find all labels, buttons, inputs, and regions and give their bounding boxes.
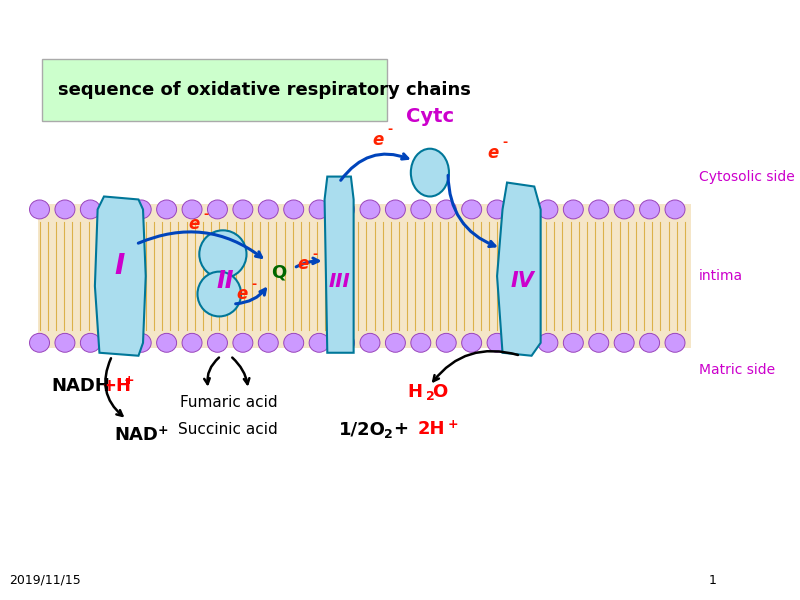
Polygon shape	[497, 182, 541, 356]
Text: e: e	[488, 143, 499, 161]
Ellipse shape	[589, 334, 609, 352]
Ellipse shape	[563, 200, 583, 219]
Ellipse shape	[436, 334, 456, 352]
Ellipse shape	[309, 200, 329, 219]
Ellipse shape	[284, 334, 304, 352]
Ellipse shape	[30, 334, 50, 352]
Ellipse shape	[207, 200, 227, 219]
Text: -: -	[387, 123, 393, 136]
Ellipse shape	[182, 334, 202, 352]
Text: Cytc: Cytc	[406, 107, 454, 127]
Text: III: III	[328, 272, 350, 290]
Ellipse shape	[563, 334, 583, 352]
Ellipse shape	[199, 230, 246, 278]
Text: I: I	[114, 252, 125, 280]
Ellipse shape	[207, 334, 227, 352]
Text: -: -	[251, 278, 256, 290]
Text: e: e	[297, 255, 309, 273]
Ellipse shape	[436, 200, 456, 219]
Text: Cytosolic side: Cytosolic side	[698, 170, 794, 184]
Text: +H: +H	[102, 377, 131, 395]
Ellipse shape	[334, 334, 354, 352]
Ellipse shape	[411, 334, 430, 352]
Text: Matric side: Matric side	[698, 362, 774, 377]
Ellipse shape	[233, 200, 253, 219]
Ellipse shape	[131, 334, 151, 352]
Text: H: H	[407, 383, 422, 401]
Ellipse shape	[30, 200, 50, 219]
Ellipse shape	[513, 200, 533, 219]
Ellipse shape	[258, 334, 278, 352]
Text: e: e	[188, 215, 199, 233]
Ellipse shape	[665, 334, 685, 352]
Ellipse shape	[157, 334, 177, 352]
Ellipse shape	[538, 334, 558, 352]
Ellipse shape	[386, 334, 406, 352]
Ellipse shape	[182, 200, 202, 219]
Ellipse shape	[131, 200, 151, 219]
Text: -: -	[502, 136, 508, 149]
Ellipse shape	[55, 334, 75, 352]
Text: e: e	[373, 131, 384, 149]
Text: +: +	[448, 418, 458, 431]
Text: sequence of oxidative respiratory chains: sequence of oxidative respiratory chains	[58, 81, 470, 99]
Ellipse shape	[462, 334, 482, 352]
Text: +: +	[158, 424, 168, 437]
Polygon shape	[325, 176, 354, 353]
Text: 1/2O: 1/2O	[339, 421, 386, 439]
Ellipse shape	[284, 200, 304, 219]
Text: 2: 2	[426, 390, 434, 403]
Ellipse shape	[309, 334, 329, 352]
Ellipse shape	[411, 149, 449, 196]
Text: O: O	[432, 383, 447, 401]
Text: -: -	[312, 248, 317, 261]
Bar	[38, 205, 691, 348]
Ellipse shape	[614, 334, 634, 352]
Text: II: II	[217, 269, 234, 293]
Ellipse shape	[640, 334, 659, 352]
Ellipse shape	[360, 200, 380, 219]
Ellipse shape	[487, 334, 507, 352]
Ellipse shape	[198, 272, 241, 316]
Ellipse shape	[80, 334, 100, 352]
Text: IV: IV	[510, 271, 534, 291]
Ellipse shape	[80, 200, 100, 219]
Text: e: e	[236, 285, 247, 303]
FancyBboxPatch shape	[42, 59, 387, 121]
Text: NAD: NAD	[115, 427, 158, 445]
Ellipse shape	[589, 200, 609, 219]
Ellipse shape	[665, 200, 685, 219]
Ellipse shape	[334, 200, 354, 219]
Text: intima: intima	[698, 269, 742, 283]
Ellipse shape	[513, 334, 533, 352]
Text: 2H: 2H	[417, 421, 445, 439]
Ellipse shape	[360, 334, 380, 352]
Ellipse shape	[538, 200, 558, 219]
Text: -: -	[203, 208, 208, 221]
Polygon shape	[95, 196, 146, 356]
Text: Succinic acid: Succinic acid	[178, 422, 278, 437]
Ellipse shape	[55, 200, 75, 219]
Ellipse shape	[462, 200, 482, 219]
Ellipse shape	[640, 200, 659, 219]
Ellipse shape	[614, 200, 634, 219]
Text: Q: Q	[271, 263, 287, 281]
Ellipse shape	[106, 334, 126, 352]
Ellipse shape	[386, 200, 406, 219]
Text: 2: 2	[385, 428, 394, 441]
Text: NADH: NADH	[51, 377, 110, 395]
Ellipse shape	[411, 200, 430, 219]
Text: 1: 1	[709, 574, 717, 587]
Ellipse shape	[258, 200, 278, 219]
Text: +: +	[394, 421, 409, 439]
Text: Fumaric acid: Fumaric acid	[179, 395, 277, 410]
Ellipse shape	[487, 200, 507, 219]
Ellipse shape	[106, 200, 126, 219]
Ellipse shape	[233, 334, 253, 352]
Text: +: +	[124, 374, 134, 387]
Text: 2019/11/15: 2019/11/15	[9, 574, 81, 587]
Ellipse shape	[157, 200, 177, 219]
